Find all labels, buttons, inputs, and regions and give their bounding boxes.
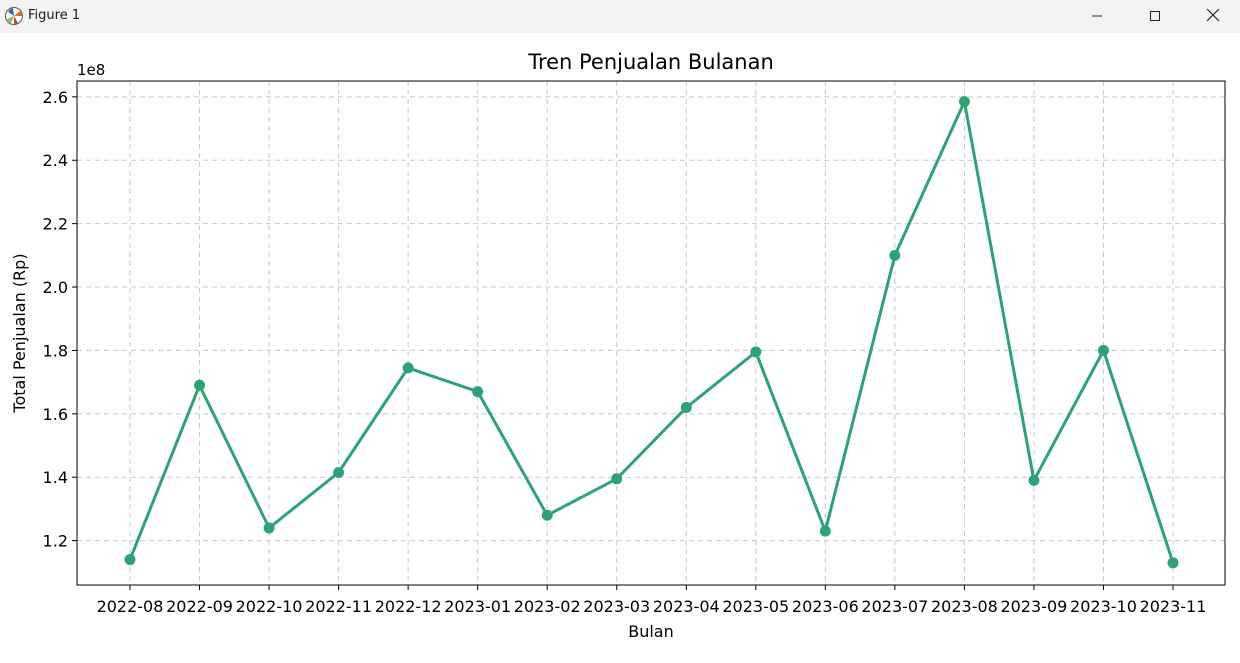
x-tick-label: 2023-02	[514, 597, 581, 616]
close-icon	[1206, 7, 1220, 26]
data-point	[1167, 557, 1179, 569]
minimize-button[interactable]	[1068, 0, 1126, 33]
axis-ticks: 2022-08 2022-09 2022-10 2022-11 2022-12 2023-…	[43, 88, 1207, 616]
x-tick-label: 2023-10	[1070, 597, 1137, 616]
data-point	[541, 509, 553, 521]
data-point	[1097, 344, 1109, 356]
x-tick-label: 2023-01	[444, 597, 511, 616]
y-tick-label: 2.0	[43, 278, 68, 297]
x-axis-label: Bulan	[628, 622, 674, 641]
x-tick-label: 2023-08	[931, 597, 998, 616]
data-point	[333, 466, 345, 478]
chart-title: Tren Penjualan Bulanan	[527, 50, 774, 74]
figure-canvas: 2022-08 2022-09 2022-10 2022-11 2022-12 2023-…	[0, 33, 1240, 659]
x-tick-label: 2022-08	[97, 597, 164, 616]
line-chart: 2022-08 2022-09 2022-10 2022-11 2022-12 2023-…	[10, 50, 1226, 641]
data-point	[1028, 474, 1040, 486]
x-tick-label: 2023-06	[792, 597, 859, 616]
y-tick-label: 2.2	[43, 215, 68, 234]
matplotlib-logo-icon	[4, 6, 24, 26]
x-tick-label: 2023-03	[583, 597, 650, 616]
x-tick-label: 2023-07	[861, 597, 928, 616]
x-tick-label: 2022-09	[166, 597, 233, 616]
y-tick-label: 1.8	[43, 341, 68, 360]
grid	[77, 81, 1225, 585]
y-tick-label: 1.6	[43, 405, 68, 424]
y-offset-label: 1e8	[77, 61, 105, 79]
minimize-icon	[1091, 7, 1103, 26]
close-button[interactable]	[1184, 0, 1240, 33]
x-tick-label: 2022-11	[305, 597, 372, 616]
x-tick-label: 2023-11	[1140, 597, 1207, 616]
data-point	[194, 379, 206, 391]
window-title: Figure 1	[28, 8, 81, 23]
y-tick-label: 1.4	[43, 468, 68, 487]
data-point	[680, 401, 692, 413]
x-tick-label: 2023-09	[1001, 597, 1068, 616]
maximize-button[interactable]	[1126, 0, 1184, 33]
data-point	[124, 554, 136, 566]
data-point	[958, 96, 970, 108]
y-axis-label: Total Penjualan (Rp)	[10, 253, 29, 413]
x-tick-label: 2022-10	[236, 597, 303, 616]
y-tick-label: 2.4	[43, 151, 68, 170]
data-point	[472, 386, 484, 398]
data-point	[402, 362, 414, 374]
data-point	[263, 522, 275, 534]
window-titlebar: Figure 1	[0, 0, 1240, 33]
plot-frame	[76, 80, 1226, 586]
data-point	[611, 473, 623, 485]
x-tick-label: 2023-04	[653, 597, 720, 616]
maximize-icon	[1149, 7, 1161, 26]
y-tick-label: 2.6	[43, 88, 68, 107]
series	[124, 96, 1179, 569]
data-point	[889, 249, 901, 261]
x-tick-label: 2023-05	[722, 597, 789, 616]
data-point	[819, 525, 831, 537]
series-line	[128, 100, 1175, 564]
data-point	[750, 346, 762, 358]
x-tick-label: 2022-12	[375, 597, 442, 616]
y-tick-label: 1.2	[43, 532, 68, 551]
